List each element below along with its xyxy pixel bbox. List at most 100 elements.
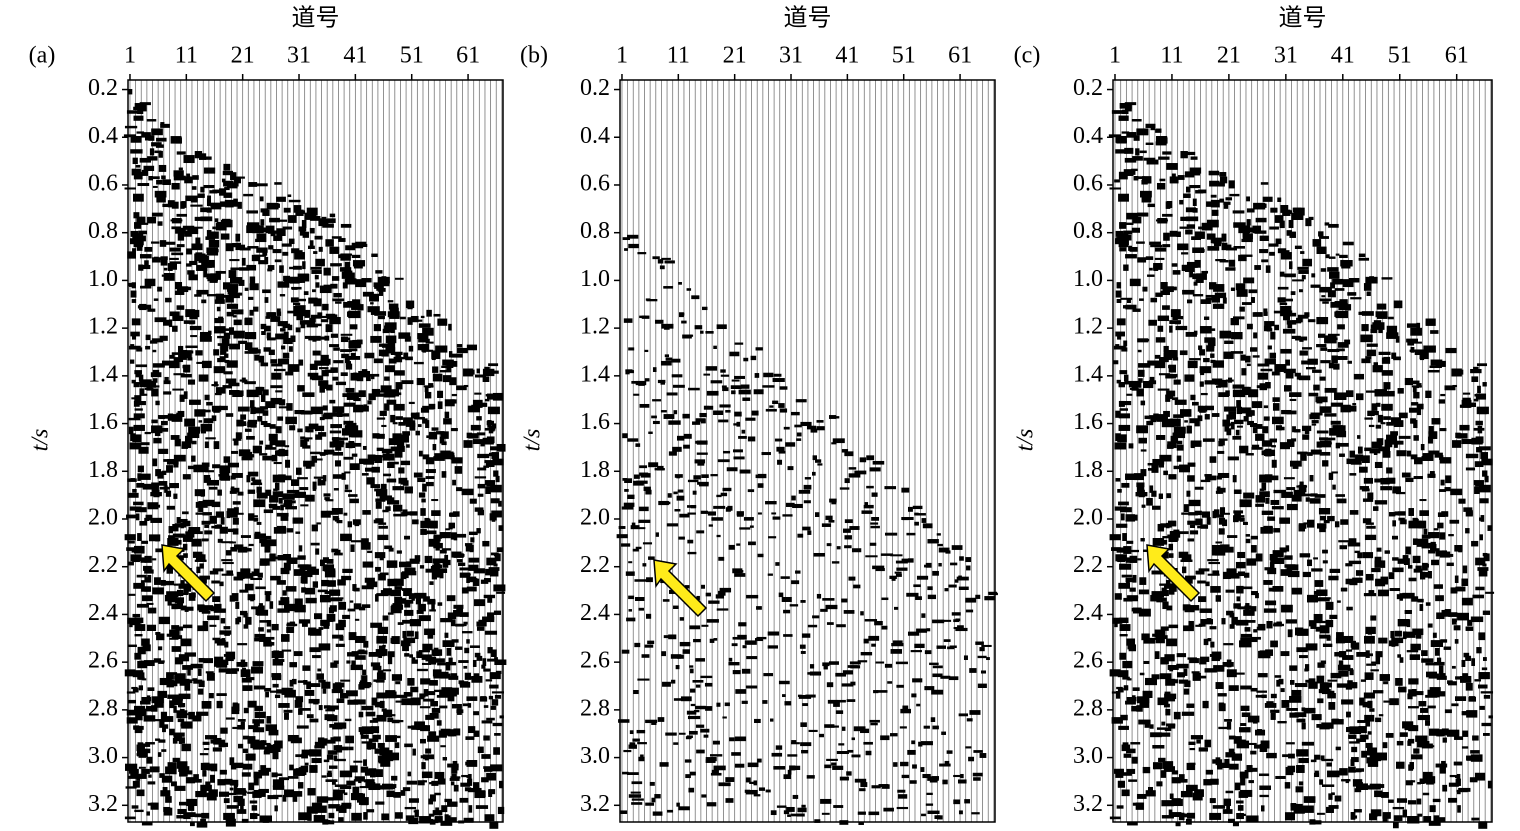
wiggle-fill xyxy=(153,298,159,301)
wiggle-fill xyxy=(134,624,146,631)
wiggle-fill xyxy=(1162,244,1171,248)
wiggle-fill xyxy=(1328,702,1336,710)
wiggle-fill xyxy=(433,534,443,539)
wiggle-fill xyxy=(340,333,353,336)
wiggle-fill xyxy=(385,735,397,742)
wiggle-fill xyxy=(1165,394,1171,402)
wiggle-fill xyxy=(362,405,369,412)
wiggle-fill xyxy=(143,644,151,652)
wiggle-fill xyxy=(331,412,341,417)
wiggle-fill xyxy=(664,354,670,358)
wiggle-fill xyxy=(833,702,840,707)
wiggle-fill xyxy=(215,387,226,394)
wiggle-fill xyxy=(253,499,266,508)
wiggle-fill xyxy=(278,219,288,222)
wiggle-fill xyxy=(144,135,151,141)
wiggle-fill xyxy=(459,567,470,571)
wiggle-fill xyxy=(791,411,800,416)
wiggle-fill xyxy=(272,794,283,798)
wiggle-fill xyxy=(143,715,156,722)
wiggle-fill xyxy=(1121,789,1130,797)
wiggle-fill xyxy=(259,196,264,202)
wiggle-fill xyxy=(1300,493,1312,497)
wiggle-fill xyxy=(720,369,726,373)
wiggle-fill xyxy=(380,483,387,490)
wiggle-fill xyxy=(172,388,184,391)
wiggle-fill xyxy=(163,241,176,245)
wiggle-fill xyxy=(194,151,203,159)
wiggle-fill xyxy=(208,486,218,490)
wiggle-fill xyxy=(329,399,336,404)
wiggle-fill xyxy=(136,603,149,608)
wiggle-fill xyxy=(214,656,224,662)
wiggle-fill xyxy=(1383,700,1392,703)
wiggle-fill xyxy=(722,716,727,719)
wiggle-fill xyxy=(628,561,633,564)
wiggle-fill xyxy=(319,559,325,567)
wiggle-fill xyxy=(659,762,669,767)
wiggle-fill xyxy=(907,631,920,636)
wiggle-fill xyxy=(304,587,315,595)
wiggle-fill xyxy=(446,817,457,822)
wiggle-fill xyxy=(1323,519,1330,524)
wiggle-fill xyxy=(678,806,690,811)
wiggle-fill xyxy=(211,580,220,584)
wiggle-fill xyxy=(388,303,399,310)
wiggle-fill xyxy=(685,774,691,779)
wiggle-fill xyxy=(145,345,151,350)
wiggle-fill xyxy=(249,347,259,354)
wiggle-fill xyxy=(466,775,471,778)
wiggle-fill xyxy=(194,409,206,417)
wiggle-fill xyxy=(127,251,136,259)
wiggle-fill xyxy=(246,435,255,440)
y-tick-label: 2.8 xyxy=(580,695,610,721)
wiggle-fill xyxy=(175,227,186,234)
wiggle-fill xyxy=(1353,373,1365,380)
wiggle-fill xyxy=(1200,392,1208,396)
wiggle-fill xyxy=(1375,717,1382,723)
wiggle-fill xyxy=(136,347,143,352)
wiggle-fill xyxy=(911,693,917,698)
wiggle-fill xyxy=(971,812,980,815)
wiggle-fill xyxy=(1232,384,1245,389)
wiggle-fill xyxy=(307,813,312,821)
wiggle-fill xyxy=(206,273,214,280)
seismic-texture xyxy=(123,80,507,829)
wiggle-fill xyxy=(916,628,928,633)
wiggle-fill xyxy=(271,372,282,380)
wiggle-fill xyxy=(266,620,272,627)
wiggle-fill xyxy=(441,687,453,693)
wiggle-fill xyxy=(176,305,185,310)
wiggle-fill xyxy=(398,477,408,484)
wiggle-fill xyxy=(259,453,268,456)
wiggle-fill xyxy=(285,416,297,425)
wiggle-fill xyxy=(166,633,171,637)
wiggle-fill xyxy=(809,671,822,676)
wiggle-fill xyxy=(165,297,172,303)
wiggle-fill xyxy=(695,724,705,728)
wiggle-fill xyxy=(151,142,162,147)
wiggle-fill xyxy=(419,816,432,824)
wiggle-fill xyxy=(1317,698,1324,704)
wiggle-fill xyxy=(162,470,167,475)
wiggle-fill xyxy=(1221,618,1226,625)
wiggle-fill xyxy=(236,809,247,814)
wiggle-fill xyxy=(198,501,207,506)
wiggle-fill xyxy=(986,657,990,661)
wiggle-fill xyxy=(1392,821,1399,829)
wiggle-fill xyxy=(1319,527,1326,533)
wiggle-fill xyxy=(251,805,258,811)
wiggle-fill xyxy=(672,384,685,388)
wiggle-fill xyxy=(747,762,759,768)
wiggle-fill xyxy=(200,762,210,771)
wiggle-fill xyxy=(1386,325,1398,334)
wiggle-fill xyxy=(258,355,265,363)
wiggle-fill xyxy=(868,811,880,816)
wiggle-fill xyxy=(483,594,496,599)
wiggle-fill xyxy=(786,806,795,812)
wiggle-fill xyxy=(1289,712,1299,718)
wiggle-fill xyxy=(237,491,244,496)
wiggle-fill xyxy=(1328,223,1339,228)
wiggle-fill xyxy=(1171,798,1183,807)
wiggle-fill xyxy=(1168,364,1177,373)
